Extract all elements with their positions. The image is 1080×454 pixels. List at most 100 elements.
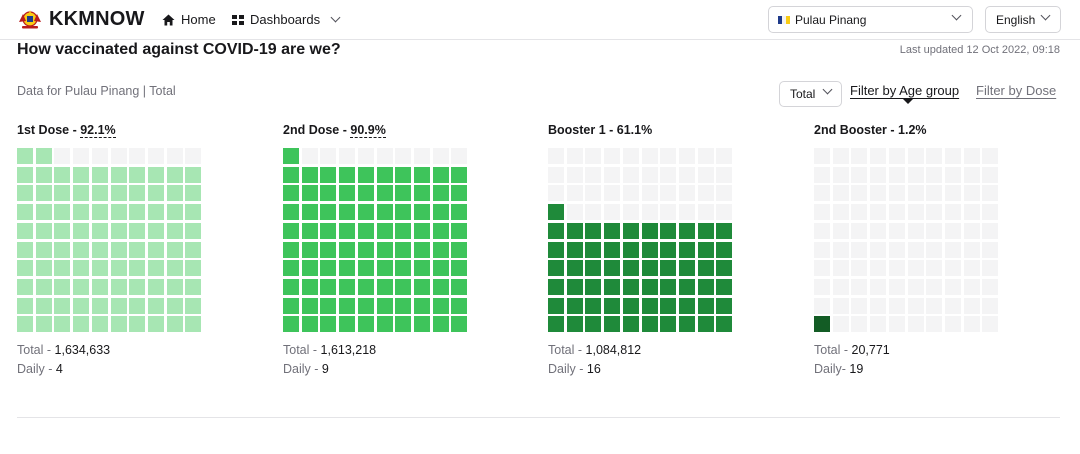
waffle-square xyxy=(832,297,849,314)
waffle-square xyxy=(888,241,905,258)
waffle-square xyxy=(339,148,356,164)
dose-label: 1st Dose - xyxy=(17,123,81,137)
waffle-square xyxy=(604,222,621,239)
waffle-square xyxy=(339,316,356,333)
filter-by-age-group-tab[interactable]: Filter by Age group xyxy=(850,83,959,104)
waffle-square xyxy=(622,316,639,333)
waffle-square xyxy=(926,148,943,164)
waffle-square xyxy=(870,204,887,221)
waffle-chart xyxy=(814,148,999,333)
waffle-square xyxy=(641,148,658,164)
waffle-square xyxy=(73,316,90,333)
waffle-square xyxy=(814,166,830,183)
waffle-square xyxy=(110,278,127,295)
waffle-square xyxy=(548,278,564,295)
waffle-square xyxy=(17,241,33,258)
waffle-square xyxy=(622,278,639,295)
waffle-square xyxy=(17,278,33,295)
waffle-square xyxy=(944,185,961,202)
waffle-square xyxy=(622,241,639,258)
waffle-square xyxy=(660,241,677,258)
waffle-square xyxy=(283,316,299,333)
waffle-square xyxy=(301,278,318,295)
waffle-square xyxy=(697,278,714,295)
malaysia-crest-logo[interactable] xyxy=(17,8,43,30)
waffle-square xyxy=(147,260,164,277)
daily-label: Daily - xyxy=(283,362,322,376)
waffle-square xyxy=(339,241,356,258)
waffle-square xyxy=(185,260,202,277)
waffle-square xyxy=(926,222,943,239)
nav-home-link[interactable]: Home xyxy=(162,12,216,27)
waffle-square xyxy=(926,260,943,277)
total-select[interactable]: Total xyxy=(779,81,842,107)
waffle-square xyxy=(716,185,733,202)
waffle-square xyxy=(566,241,583,258)
waffle-square xyxy=(35,297,52,314)
page-title: How vaccinated against COVID-19 are we? xyxy=(17,41,341,58)
language-select-value: English xyxy=(996,12,1036,27)
waffle-square xyxy=(870,278,887,295)
waffle-square xyxy=(697,166,714,183)
waffle-square xyxy=(585,316,602,333)
waffle-square xyxy=(73,204,90,221)
dose-percent[interactable]: 92.1% xyxy=(80,123,116,138)
waffle-square xyxy=(660,278,677,295)
waffle-square xyxy=(678,278,695,295)
waffle-square xyxy=(110,166,127,183)
waffle-square xyxy=(451,185,468,202)
waffle-square xyxy=(982,166,999,183)
waffle-square xyxy=(641,260,658,277)
waffle-square xyxy=(566,204,583,221)
waffle-square xyxy=(926,316,943,333)
waffle-square xyxy=(376,166,393,183)
waffle-square xyxy=(185,241,202,258)
waffle-square xyxy=(566,166,583,183)
waffle-square xyxy=(432,148,449,164)
waffle-square xyxy=(451,241,468,258)
waffle-square xyxy=(641,185,658,202)
nav-dashboards-dropdown[interactable]: Dashboards xyxy=(232,12,341,27)
waffle-square xyxy=(147,148,164,164)
waffle-square xyxy=(926,204,943,221)
waffle-square xyxy=(870,222,887,239)
waffle-square xyxy=(357,148,374,164)
waffle-square xyxy=(982,204,999,221)
language-select[interactable]: English xyxy=(985,6,1061,33)
waffle-square xyxy=(35,166,52,183)
waffle-square xyxy=(548,166,564,183)
waffle-square xyxy=(604,241,621,258)
waffle-square xyxy=(357,297,374,314)
waffle-square xyxy=(641,166,658,183)
waffle-square xyxy=(432,185,449,202)
waffle-square xyxy=(697,185,714,202)
waffle-square xyxy=(283,297,299,314)
waffle-square xyxy=(17,260,33,277)
waffle-square xyxy=(622,166,639,183)
waffle-square xyxy=(301,166,318,183)
brand-name[interactable]: KKMNOW xyxy=(49,8,145,30)
waffle-square xyxy=(147,166,164,183)
waffle-square xyxy=(301,222,318,239)
state-select[interactable]: Pulau Pinang xyxy=(768,6,973,33)
filter-by-dose-tab[interactable]: Filter by Dose xyxy=(976,83,1057,98)
waffle-square xyxy=(716,316,733,333)
waffle-square xyxy=(320,204,337,221)
waffle-square xyxy=(870,166,887,183)
waffle-square xyxy=(907,166,924,183)
waffle-square xyxy=(451,260,468,277)
waffle-square xyxy=(376,204,393,221)
waffle-square xyxy=(678,222,695,239)
waffle-square xyxy=(129,278,146,295)
waffle-square xyxy=(339,222,356,239)
waffle-square xyxy=(870,316,887,333)
waffle-square xyxy=(432,241,449,258)
dose-percent[interactable]: 90.9% xyxy=(350,123,386,138)
waffle-square xyxy=(283,148,299,164)
waffle-square xyxy=(622,222,639,239)
waffle-square xyxy=(697,241,714,258)
waffle-square xyxy=(907,185,924,202)
waffle-square xyxy=(944,148,961,164)
waffle-square xyxy=(283,260,299,277)
waffle-square xyxy=(301,241,318,258)
